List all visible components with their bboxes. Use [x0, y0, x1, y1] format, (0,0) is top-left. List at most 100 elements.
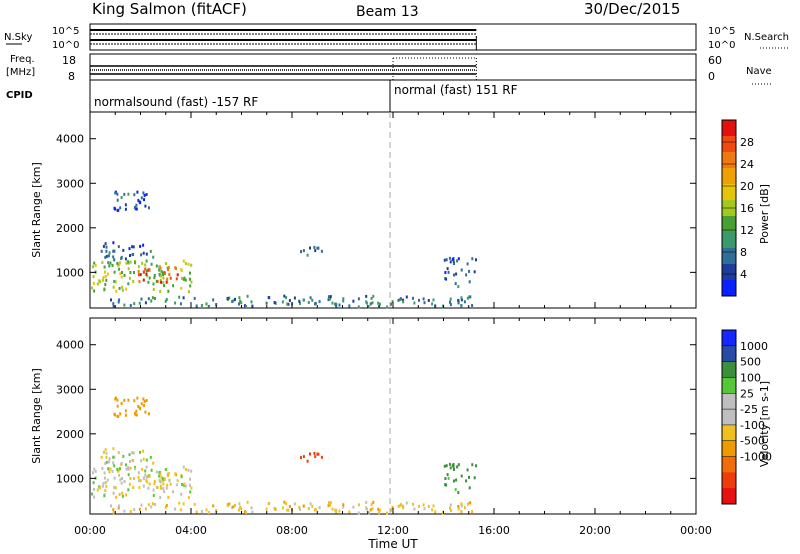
velocity-cell — [331, 507, 334, 511]
velocity-cell — [143, 399, 146, 403]
velocity-cell — [342, 505, 345, 509]
velocity-cell — [431, 508, 434, 512]
velocity-cell — [114, 486, 117, 490]
power-cell — [147, 297, 150, 301]
power-cell — [238, 302, 240, 306]
velocity-cell — [121, 494, 124, 498]
velocity-cell — [133, 399, 136, 403]
velocity-cell — [167, 495, 170, 499]
velocity-cell — [94, 469, 97, 473]
velocity-cell — [193, 502, 196, 506]
velocity-cell — [129, 466, 132, 470]
velocity-cell — [372, 500, 375, 504]
power-cell — [123, 303, 126, 307]
velocity-cell — [299, 507, 301, 511]
power-cell — [179, 302, 182, 306]
velocity-cell — [128, 453, 131, 457]
velocity-cell — [122, 454, 125, 458]
power-cell — [114, 280, 117, 284]
velocity-cell — [102, 482, 105, 486]
noise-left-tick-bottom: 10^0 — [52, 40, 79, 51]
velocity-cell — [215, 509, 218, 512]
velocity-cell — [92, 471, 94, 475]
power-cell — [311, 298, 314, 302]
velocity-cell — [159, 496, 162, 499]
power-cell — [195, 304, 198, 308]
power-cell — [117, 263, 120, 267]
velocity-cell — [101, 467, 104, 470]
power-cell — [167, 268, 169, 272]
power-cell — [152, 282, 155, 286]
velocity-cell — [135, 413, 138, 417]
velocity-cell — [302, 504, 305, 508]
velocity-cell — [118, 493, 121, 496]
power-cell — [163, 284, 166, 288]
x-tick-label-0: 00:00 — [74, 524, 106, 537]
velocity-cell — [457, 505, 460, 508]
power-cell — [329, 297, 332, 301]
power-cell — [118, 261, 121, 265]
power-cell — [108, 251, 111, 255]
velocity-colorbar-tick-label-0: 1000 — [740, 340, 768, 353]
power-cell — [161, 271, 164, 275]
velocity-cell — [105, 451, 108, 455]
power-cell — [334, 302, 337, 306]
velocity-ytick-label-0: 1000 — [56, 472, 84, 485]
power-cell — [309, 246, 311, 250]
velocity-cell — [449, 509, 452, 513]
power-cell — [113, 249, 116, 253]
velocity-cell — [378, 508, 381, 512]
power-cell — [119, 206, 122, 210]
noise-search-label: N.Search — [744, 32, 789, 43]
velocity-cell — [466, 468, 469, 472]
velocity-cell — [447, 476, 450, 480]
velocity-cell — [138, 507, 141, 511]
velocity-cell — [143, 404, 145, 408]
velocity-cell — [149, 455, 152, 459]
velocity-cell — [162, 487, 165, 491]
velocity-cell — [129, 460, 131, 463]
velocity-cell — [434, 510, 437, 514]
power-cell — [162, 273, 165, 277]
power-cell — [456, 259, 459, 263]
power-cell — [147, 280, 150, 284]
power-cell — [251, 304, 254, 308]
velocity-cell — [148, 474, 151, 478]
power-cell — [238, 296, 241, 300]
velocity-cell — [167, 472, 170, 476]
power-cell — [137, 265, 140, 269]
velocity-cell — [124, 413, 127, 417]
velocity-cell — [162, 479, 165, 483]
velocity-cell — [172, 490, 175, 494]
power-cell — [273, 301, 276, 304]
power-cell — [174, 301, 177, 305]
power-cell — [152, 288, 155, 291]
velocity-colorbar-tick-label-3: 25 — [740, 387, 754, 400]
velocity-cell — [165, 504, 168, 507]
power-cell — [453, 262, 455, 265]
velocity-cell — [161, 477, 164, 481]
velocity-cell — [182, 502, 185, 506]
velocity-cell — [309, 502, 312, 506]
power-cell — [413, 301, 416, 305]
power-cell — [112, 285, 115, 289]
velocity-cell — [182, 465, 185, 469]
power-cell — [108, 264, 111, 268]
power-cell — [190, 263, 193, 267]
power-cell — [112, 302, 115, 306]
power-cell — [449, 300, 451, 304]
velocity-cell — [113, 485, 116, 489]
velocity-cell — [456, 465, 459, 469]
power-cell — [180, 269, 183, 273]
power-colorbar-swatch — [722, 152, 736, 169]
velocity-colorbar-tick-label-2: 100 — [740, 371, 761, 384]
power-cell — [151, 296, 154, 300]
velocity-cell — [111, 470, 114, 473]
velocity-cell — [91, 492, 94, 496]
velocity-cell — [93, 467, 96, 471]
power-colorbar-tick-label-1: 8 — [740, 246, 747, 259]
noise-panel-frame — [89, 23, 697, 51]
power-cell — [115, 289, 118, 293]
power-cell — [427, 299, 430, 302]
velocity-cell — [188, 483, 191, 487]
